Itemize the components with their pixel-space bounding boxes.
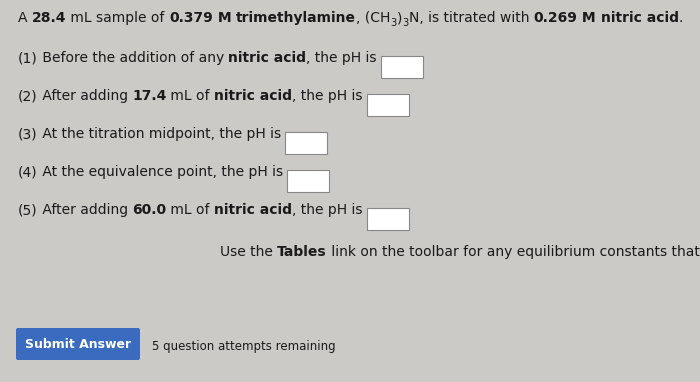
Text: (3): (3) bbox=[18, 127, 38, 141]
Text: nitric acid: nitric acid bbox=[228, 51, 307, 65]
Text: .: . bbox=[679, 11, 683, 25]
Text: 0.379: 0.379 bbox=[169, 11, 213, 25]
Text: link on the toolbar for any equilibrium constants that are required.: link on the toolbar for any equilibrium … bbox=[327, 245, 700, 259]
Text: mL of: mL of bbox=[167, 89, 214, 103]
Text: (5): (5) bbox=[18, 203, 38, 217]
Text: 3: 3 bbox=[391, 18, 397, 28]
FancyBboxPatch shape bbox=[16, 328, 140, 360]
Text: nitric acid: nitric acid bbox=[214, 203, 292, 217]
Text: , the pH is: , the pH is bbox=[307, 51, 377, 65]
Text: , (CH: , (CH bbox=[356, 11, 391, 25]
Text: Tables: Tables bbox=[277, 245, 327, 259]
Text: Use the: Use the bbox=[220, 245, 277, 259]
Text: nitric acid: nitric acid bbox=[601, 11, 679, 25]
Bar bbox=[381, 56, 423, 78]
Text: M: M bbox=[578, 11, 601, 25]
Text: N, is titrated with: N, is titrated with bbox=[409, 11, 533, 25]
Text: (2): (2) bbox=[18, 89, 38, 103]
Text: 17.4: 17.4 bbox=[132, 89, 167, 103]
Bar bbox=[285, 132, 327, 154]
Text: M: M bbox=[213, 11, 237, 25]
Bar bbox=[287, 170, 329, 192]
Text: 60.0: 60.0 bbox=[132, 203, 167, 217]
Text: ): ) bbox=[397, 11, 402, 25]
Bar bbox=[367, 208, 409, 230]
Text: After adding: After adding bbox=[38, 203, 132, 217]
Text: (1): (1) bbox=[18, 51, 38, 65]
Text: 28.4: 28.4 bbox=[32, 11, 66, 25]
Text: nitric acid: nitric acid bbox=[214, 89, 293, 103]
Text: 3: 3 bbox=[402, 18, 409, 28]
Text: (4): (4) bbox=[18, 165, 38, 179]
Text: , the pH is: , the pH is bbox=[293, 89, 363, 103]
Text: 0.269: 0.269 bbox=[533, 11, 577, 25]
Text: , the pH is: , the pH is bbox=[292, 203, 363, 217]
Text: trimethylamine: trimethylamine bbox=[237, 11, 356, 25]
Text: 5 question attempts remaining: 5 question attempts remaining bbox=[152, 340, 335, 353]
Text: After adding: After adding bbox=[38, 89, 132, 103]
Text: At the titration midpoint, the pH is: At the titration midpoint, the pH is bbox=[38, 127, 281, 141]
Text: A: A bbox=[18, 11, 32, 25]
Text: mL of: mL of bbox=[167, 203, 214, 217]
Text: mL sample of: mL sample of bbox=[66, 11, 169, 25]
Text: Submit Answer: Submit Answer bbox=[25, 338, 131, 351]
Text: At the equivalence point, the pH is: At the equivalence point, the pH is bbox=[38, 165, 283, 179]
Text: Before the addition of any: Before the addition of any bbox=[38, 51, 228, 65]
Bar bbox=[367, 94, 409, 116]
